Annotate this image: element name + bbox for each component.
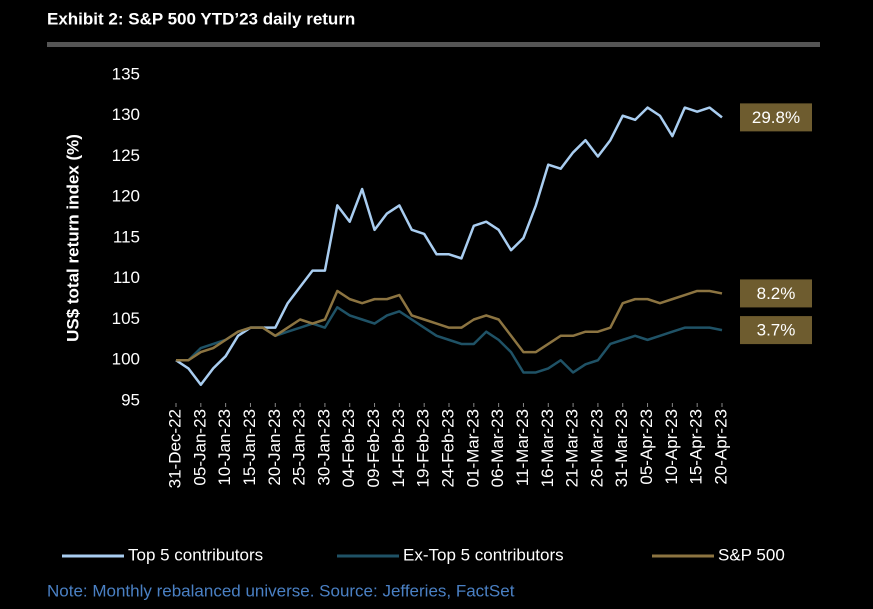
x-tick-label: 21-Mar-23 xyxy=(563,409,582,487)
x-tick-label: 09-Feb-23 xyxy=(364,409,383,487)
x-tick-label: 10-Jan-23 xyxy=(215,409,234,486)
x-tick-label: 31-Mar-23 xyxy=(612,409,631,487)
x-tick-label: 20-Apr-23 xyxy=(711,409,730,485)
end-label-box xyxy=(740,279,812,308)
y-tick-label: 110 xyxy=(113,268,140,287)
x-tick-label: 20-Jan-23 xyxy=(265,409,284,486)
legend-label: Top 5 contributors xyxy=(128,545,263,564)
x-tick-label: 19-Feb-23 xyxy=(414,409,433,487)
x-tick-label: 31-Dec-22 xyxy=(165,409,184,488)
x-tick-label: 16-Mar-23 xyxy=(538,409,557,487)
x-tick-label: 14-Feb-23 xyxy=(389,409,408,487)
x-tick-label: 05-Jan-23 xyxy=(190,409,209,486)
end-label: 3.7% xyxy=(757,321,796,340)
y-tick-label: 135 xyxy=(112,64,140,83)
end-label-box xyxy=(740,316,812,345)
legend-label: S&P 500 xyxy=(718,545,785,564)
x-tick-label: 10-Apr-23 xyxy=(662,409,681,485)
x-tick-label: 15-Jan-23 xyxy=(240,409,259,486)
y-tick-label: 95 xyxy=(121,390,140,409)
series-line xyxy=(176,289,723,362)
x-tick-label: 04-Feb-23 xyxy=(339,409,358,487)
x-tick-label: 24-Feb-23 xyxy=(438,409,457,487)
y-tick-label: 100 xyxy=(112,350,140,369)
x-tick-label: 30-Jan-23 xyxy=(314,409,333,486)
x-tick-label: 11-Mar-23 xyxy=(513,409,532,486)
x-tick-label: 15-Apr-23 xyxy=(687,409,706,485)
x-tick-label: 05-Apr-23 xyxy=(637,409,656,485)
y-axis-label: US$ total return index (%) xyxy=(63,134,82,342)
end-label: 29.8% xyxy=(752,108,800,127)
end-label: 8.2% xyxy=(757,284,796,303)
x-tick-label: 01-Mar-23 xyxy=(463,409,482,487)
series-line xyxy=(175,106,723,386)
y-tick-label: 120 xyxy=(112,187,140,206)
y-tick-label: 130 xyxy=(112,105,140,124)
end-label-box xyxy=(740,103,812,132)
chart-title: Exhibit 2: S&P 500 YTD’23 daily return xyxy=(47,9,355,28)
x-tick-label: 25-Jan-23 xyxy=(290,409,309,486)
x-tick-label: 06-Mar-23 xyxy=(488,409,507,487)
x-tick-label: 26-Mar-23 xyxy=(587,409,606,487)
y-tick-label: 125 xyxy=(112,146,140,165)
y-tick-label: 105 xyxy=(112,309,140,328)
y-tick-label: 115 xyxy=(113,227,140,246)
title-rule xyxy=(47,42,820,47)
legend-label: Ex-Top 5 contributors xyxy=(403,545,564,564)
note: Note: Monthly rebalanced universe. Sourc… xyxy=(47,581,515,600)
